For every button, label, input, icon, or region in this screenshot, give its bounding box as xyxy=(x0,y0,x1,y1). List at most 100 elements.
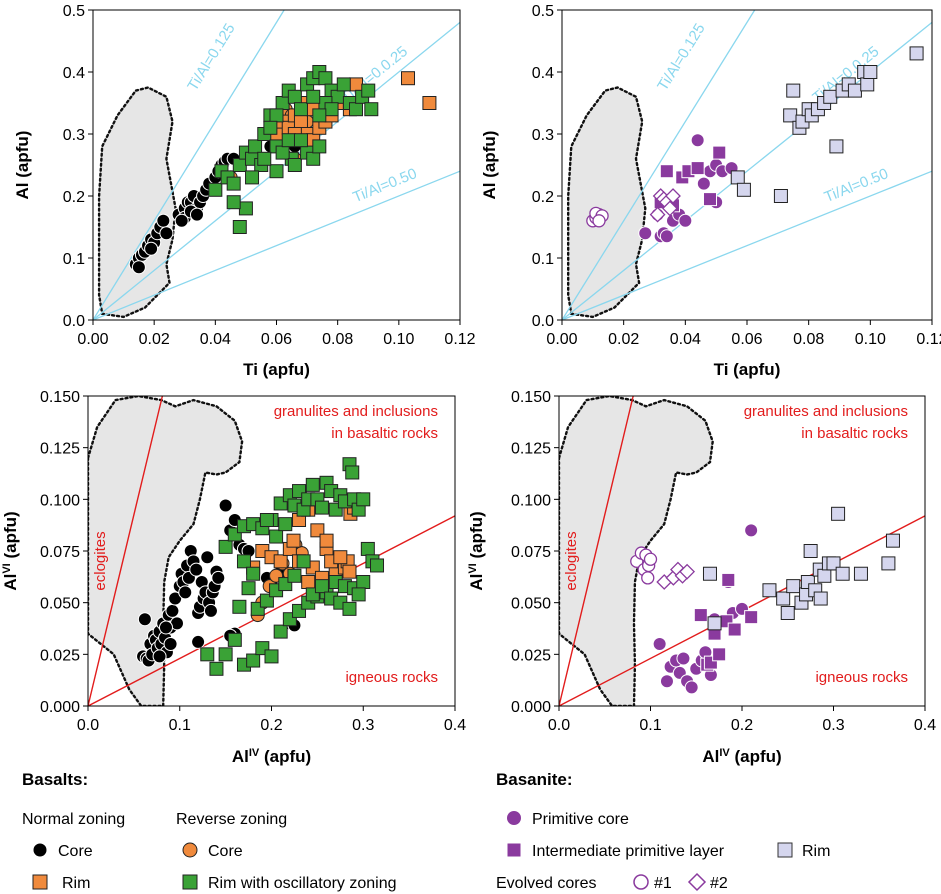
point-primitive-core xyxy=(659,674,674,689)
y-tick-label: 0.5 xyxy=(63,3,85,20)
point-reverse-zoning-rim-with-oscillatory-zoning xyxy=(257,151,272,166)
y-axis-label: AlVI (apfu) xyxy=(1,511,20,590)
point-reverse-zoning-rim-with-oscillatory-zoning xyxy=(238,201,253,216)
field-polygon xyxy=(567,86,647,319)
point-normal-zoning-core xyxy=(174,213,189,228)
x-axis-label: AlIV (apfu) xyxy=(702,747,781,766)
point-reverse-zoning-rim-with-oscillatory-zoning xyxy=(241,581,256,596)
x-tick-label: 0.00 xyxy=(546,331,577,348)
granulites-label-line1: granulites and inclusions xyxy=(274,403,438,420)
point-rim xyxy=(780,606,795,620)
x-tick-label: 0.02 xyxy=(608,331,639,348)
y-tick-label: 0.075 xyxy=(40,544,80,561)
point-normal-zoning-core xyxy=(218,498,233,513)
point-normal-zoning-rim xyxy=(301,575,316,589)
point-primitive-core xyxy=(696,176,711,191)
point-reverse-zoning-rim-with-oscillatory-zoning xyxy=(312,139,327,154)
point-normal-zoning-core xyxy=(189,562,204,577)
point-intermediate-primitive-layer xyxy=(703,192,717,207)
y-tick-label: 0.050 xyxy=(511,596,551,613)
point-rim xyxy=(783,108,798,123)
point-primitive-core xyxy=(684,680,699,695)
x-tick-label: 0.02 xyxy=(139,331,170,348)
y-tick-label: 0.1 xyxy=(63,251,85,268)
point-reverse-zoning-rim-with-oscillatory-zoning xyxy=(287,89,302,104)
point-reverse-zoning-rim-with-oscillatory-zoning xyxy=(208,182,223,197)
point-reverse-zoning-rim-with-oscillatory-zoning xyxy=(226,176,241,191)
point-reverse-zoning-rim-with-oscillatory-zoning xyxy=(269,529,284,544)
point-reverse-zoning-rim-with-oscillatory-zoning xyxy=(226,195,241,210)
point-normal-zoning-core xyxy=(152,649,167,664)
point-normal-zoning-core xyxy=(211,570,226,585)
legend-marker-normal-rim xyxy=(32,874,48,890)
point-reverse-zoning-rim-with-oscillatory-zoning xyxy=(246,566,261,581)
legend-marker-evolved-2 xyxy=(687,872,707,892)
legend-marker-evolved-1 xyxy=(633,874,649,890)
point-normal-zoning-rim xyxy=(319,533,334,548)
granulites-label-line2: in basaltic rocks xyxy=(331,425,438,442)
point-reverse-zoning-rim-with-oscillatory-zoning xyxy=(287,158,302,172)
point-normal-zoning-rim xyxy=(273,554,288,569)
point-evolved-cores-1 xyxy=(592,214,606,228)
y-tick-label: 0.4 xyxy=(63,65,85,82)
point-normal-zoning-core xyxy=(163,637,178,651)
point-rim xyxy=(860,77,875,92)
point-reverse-zoning-rim-with-oscillatory-zoning xyxy=(248,139,263,154)
point-rim xyxy=(817,568,832,583)
y-tick-label: 0.150 xyxy=(40,389,80,406)
y-tick-label: 0.2 xyxy=(532,189,554,206)
ref-line-label: Ti/Al=0.50 xyxy=(822,165,891,206)
y-tick-label: 0.050 xyxy=(40,596,80,613)
x-tick-label: 0.1 xyxy=(639,717,661,734)
y-tick-label: 0.5 xyxy=(532,3,554,20)
y-tick-label: 0.150 xyxy=(511,389,551,406)
point-normal-zoning-rim xyxy=(333,550,348,565)
point-reverse-zoning-rim-with-oscillatory-zoning xyxy=(293,133,308,148)
point-rim xyxy=(829,139,844,154)
x-tick-label: 0.2 xyxy=(260,717,282,734)
point-reverse-zoning-rim-with-oscillatory-zoning xyxy=(259,513,274,527)
point-rim xyxy=(909,46,924,61)
point-reverse-zoning-rim-with-oscillatory-zoning xyxy=(278,517,293,532)
point-intermediate-primitive-layer xyxy=(659,164,674,179)
legend-evolved-2: #2 xyxy=(710,875,728,892)
point-reverse-zoning-rim-with-oscillatory-zoning xyxy=(336,77,351,92)
point-normal-zoning-rim xyxy=(310,523,325,538)
point-normal-zoning-rim xyxy=(286,533,301,548)
point-intermediate-primitive-layer xyxy=(712,145,727,160)
point-primitive-core xyxy=(652,637,667,651)
legend-basanite: Basanite: Primitive core Intermediate pr… xyxy=(496,770,830,892)
legend-basalts-title: Basalts: xyxy=(22,770,88,789)
point-reverse-zoning-rim-with-oscillatory-zoning xyxy=(273,624,288,639)
legend-marker-reverse-core xyxy=(182,842,198,858)
x-tick-label: 0.06 xyxy=(731,331,762,348)
point-reverse-zoning-rim-with-oscillatory-zoning xyxy=(263,120,278,135)
y-tick-label: 0.2 xyxy=(63,189,85,206)
point-reverse-zoning-rim-with-oscillatory-zoning xyxy=(330,89,345,104)
x-tick-label: 0.12 xyxy=(444,331,475,348)
point-reverse-zoning-rim-with-oscillatory-zoning xyxy=(269,164,284,179)
point-reverse-zoning-rim-with-oscillatory-zoning xyxy=(232,158,247,172)
field-polygon xyxy=(97,86,177,319)
legend-normal-core: Core xyxy=(58,843,93,860)
y-tick-label: 0.3 xyxy=(532,127,554,144)
point-normal-zoning-core xyxy=(191,634,206,649)
panel-bottom-right: eclogites igneous rocks granulites and inc… xyxy=(467,389,936,766)
point-rim xyxy=(707,616,722,631)
y-tick-label: 0.125 xyxy=(40,441,80,458)
point-reverse-zoning-rim-with-oscillatory-zoning xyxy=(356,492,371,507)
point-reverse-zoning-rim-with-oscillatory-zoning xyxy=(259,593,274,608)
x-axis-label: AlIV (apfu) xyxy=(232,747,311,766)
point-normal-zoning-core xyxy=(189,207,204,222)
point-rim xyxy=(736,182,751,197)
point-rim xyxy=(803,544,818,558)
point-reverse-zoning-rim-with-oscillatory-zoning xyxy=(275,145,290,160)
x-tick-label: 0.0 xyxy=(548,717,570,734)
point-reverse-zoning-rim-with-oscillatory-zoning xyxy=(209,661,224,676)
point-evolved-cores-1 xyxy=(643,552,658,566)
point-primitive-core xyxy=(690,133,705,148)
eclogites-label: eclogites xyxy=(92,531,109,590)
point-intermediate-primitive-layer xyxy=(744,610,759,625)
point-evolved-cores-2 xyxy=(679,563,696,580)
